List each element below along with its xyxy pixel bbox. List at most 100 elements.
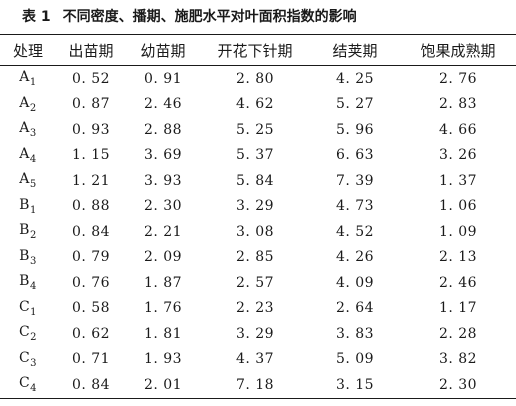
- table-number: 表 1: [22, 9, 51, 25]
- treatment-letter: A: [19, 171, 30, 188]
- treatment-letter: A: [19, 94, 30, 111]
- header-seedling: 幼苗期: [140, 41, 186, 60]
- value-cell: 0. 88: [71, 198, 111, 215]
- value-cell: 3. 83: [335, 325, 375, 342]
- treatment-subscript: 4: [30, 383, 38, 395]
- value-cell: 4. 37: [235, 351, 275, 368]
- table-row: C4 0. 84 2. 01 7. 18 3. 15 2. 30: [0, 372, 516, 398]
- value-cell: 2. 46: [438, 274, 478, 291]
- table-row: C2 0. 62 1. 81 3. 29 3. 83 2. 28: [0, 321, 516, 347]
- treatment-cell: C3: [0, 347, 56, 373]
- value-cell: 0. 52: [71, 70, 111, 87]
- value-cell: 2. 64: [335, 300, 375, 317]
- value-cell: 5. 84: [235, 172, 275, 189]
- value-cell: 2. 30: [143, 198, 183, 215]
- table-row: C3 0. 71 1. 93 4. 37 5. 09 3. 82: [0, 347, 516, 373]
- value-cell: 0. 79: [71, 249, 111, 266]
- value-cell: 7. 39: [335, 172, 375, 189]
- treatment-cell: B1: [0, 194, 56, 220]
- value-cell: 3. 69: [143, 147, 183, 164]
- treatment-subscript: 2: [30, 332, 38, 344]
- value-cell: 4. 26: [335, 249, 375, 266]
- table-caption: 表 1 不同密度、播期、施肥水平对叶面积指数的影响: [0, 6, 516, 26]
- treatment-letter: B: [19, 247, 30, 264]
- treatment-subscript: 4: [29, 153, 37, 165]
- value-cell: 2. 76: [438, 70, 478, 87]
- value-cell: 1. 06: [438, 198, 478, 215]
- treatment-subscript: 3: [29, 255, 37, 267]
- value-cell: 3. 29: [235, 198, 275, 215]
- table-row: C1 0. 58 1. 76 2. 23 2. 64 1. 17: [0, 296, 516, 322]
- value-cell: 2. 23: [235, 300, 275, 317]
- value-cell: 4. 62: [235, 96, 275, 113]
- header-treatment: 处理: [12, 41, 43, 60]
- value-cell: 1. 87: [143, 274, 183, 291]
- header-flowering-pegging: 开花下针期: [217, 41, 293, 60]
- value-cell: 2. 57: [235, 274, 275, 291]
- value-cell: 2. 83: [438, 96, 478, 113]
- value-cell: 4. 66: [438, 121, 478, 138]
- value-cell: 4. 09: [335, 274, 375, 291]
- header-emergence: 出苗期: [68, 41, 114, 60]
- value-cell: 0. 76: [71, 274, 111, 291]
- treatment-cell: C2: [0, 321, 56, 347]
- value-cell: 5. 27: [335, 96, 375, 113]
- value-cell: 7. 18: [235, 376, 275, 393]
- treatment-subscript: 1: [30, 306, 38, 318]
- value-cell: 1. 93: [143, 351, 183, 368]
- treatment-cell: A1: [0, 66, 56, 92]
- treatment-letter: C: [18, 375, 31, 392]
- value-cell: 0. 87: [71, 96, 111, 113]
- treatment-letter: C: [18, 349, 31, 366]
- treatment-letter: A: [19, 145, 30, 162]
- table-row: A3 0. 93 2. 88 5. 25 5. 96 4. 66: [0, 117, 516, 143]
- value-cell: 1. 81: [143, 325, 183, 342]
- treatment-cell: C4: [0, 372, 56, 398]
- value-cell: 2. 09: [143, 249, 183, 266]
- treatment-cell: A2: [0, 92, 56, 118]
- value-cell: 2. 01: [143, 376, 183, 393]
- value-cell: 1. 09: [438, 223, 478, 240]
- table-row: A5 1. 21 3. 93 5. 84 7. 39 1. 37: [0, 168, 516, 194]
- value-cell: 0. 84: [71, 223, 111, 240]
- value-cell: 2. 85: [235, 249, 275, 266]
- treatment-cell: A5: [0, 168, 56, 194]
- value-cell: 0. 58: [71, 300, 111, 317]
- value-cell: 5. 25: [235, 121, 275, 138]
- value-cell: 2. 30: [438, 376, 478, 393]
- table-row: B2 0. 84 2. 21 3. 08 4. 52 1. 09: [0, 219, 516, 245]
- value-cell: 1. 15: [71, 147, 111, 164]
- treatment-cell: A3: [0, 117, 56, 143]
- value-cell: 3. 93: [143, 172, 183, 189]
- value-cell: 2. 21: [143, 223, 183, 240]
- table-body: A1 0. 52 0. 91 2. 80 4. 25 2. 76 A2 0. 87 2. 46 4…: [0, 66, 516, 398]
- table-title: 不同密度、播期、施肥水平对叶面积指数的影响: [62, 9, 357, 25]
- value-cell: 0. 71: [71, 351, 111, 368]
- value-cell: 0. 91: [143, 70, 183, 87]
- treatment-subscript: 4: [29, 281, 37, 293]
- treatment-subscript: 3: [29, 128, 37, 140]
- value-cell: 0. 84: [71, 376, 111, 393]
- value-cell: 4. 52: [335, 223, 375, 240]
- treatment-subscript: 1: [29, 204, 37, 216]
- table-row: B1 0. 88 2. 30 3. 29 4. 73 1. 06: [0, 194, 516, 220]
- value-cell: 3. 82: [438, 351, 478, 368]
- treatment-cell: B2: [0, 219, 56, 245]
- value-cell: 1. 76: [143, 300, 183, 317]
- treatment-letter: A: [19, 69, 30, 86]
- value-cell: 3. 08: [235, 223, 275, 240]
- value-cell: 2. 80: [235, 70, 275, 87]
- treatment-subscript: 2: [29, 102, 37, 114]
- value-cell: 6. 63: [335, 147, 375, 164]
- treatment-cell: A4: [0, 143, 56, 169]
- value-cell: 3. 26: [438, 147, 478, 164]
- value-cell: 4. 73: [335, 198, 375, 215]
- value-cell: 1. 37: [438, 172, 478, 189]
- value-cell: 1. 21: [71, 172, 111, 189]
- value-cell: 2. 46: [143, 96, 183, 113]
- table-row: B3 0. 79 2. 09 2. 85 4. 26 2. 13: [0, 245, 516, 271]
- table-row: A2 0. 87 2. 46 4. 62 5. 27 2. 83: [0, 92, 516, 118]
- treatment-letter: B: [19, 196, 30, 213]
- lai-table: 处理 出苗期 幼苗期 开花下针期 结荚期 饱果成熟期 A1 0. 52 0. 91 2…: [0, 34, 516, 399]
- value-cell: 0. 93: [71, 121, 111, 138]
